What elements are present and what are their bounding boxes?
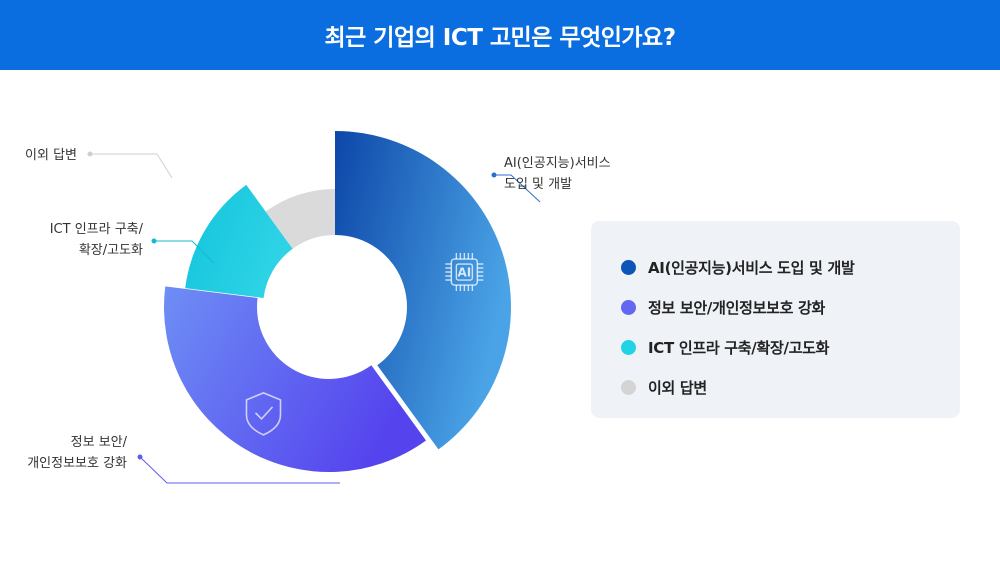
legend-label: AI(인공지능)서비스 도입 및 개발 [648,258,855,277]
legend-swatch [621,259,636,275]
callout-label: AI(인공지능)서비스 [504,156,611,171]
legend-swatch [621,299,636,315]
donut-slice-1 [335,131,511,450]
callout-label: 정보 보안/ [71,435,128,450]
legend-swatch [621,379,636,395]
callout-label: ICT 인프라 구축/ [50,222,144,237]
callout-label: 확장/고도화 [79,243,143,258]
header-banner: 최근 기업의 ICT 고민은 무엇인가요? [0,0,1000,70]
callout-label: 이외 답변 [25,148,77,163]
legend-label: 이외 답변 [648,378,707,397]
legend-item: 정보 보안/개인정보보호 강화 [621,287,960,327]
donut-slice-3 [185,184,293,298]
callout-3: ICT 인프라 구축/확장/고도화 [50,222,215,264]
leader-dot [137,454,143,460]
legend-label: ICT 인프라 구축/확장/고도화 [648,338,830,357]
callout-label: 도입 및 개발 [504,177,572,192]
callout-2: 정보 보안/개인정보보호 강화 [27,435,340,484]
legend-swatch [621,339,636,355]
leader-line [494,174,541,203]
leader-dot [87,151,93,157]
leader-line [90,153,173,179]
callout-4: 이외 답변 [25,148,173,179]
legend-item: AI(인공지능)서비스 도입 및 개발 [621,247,960,287]
ai-chip-label: AI [457,266,471,280]
legend-label: 정보 보안/개인정보보호 강화 [648,298,826,317]
page-title: 최근 기업의 ICT 고민은 무엇인가요? [324,25,676,51]
donut-slice-2 [164,286,426,472]
shield-check-icon [245,392,282,436]
leader-dot [491,172,497,178]
donut-slice-4 [265,189,335,249]
leader-dot [151,238,157,244]
legend-item: 이외 답변 [621,367,960,407]
callout-label: 개인정보보호 강화 [27,456,127,471]
leader-line [139,456,340,484]
legend-item: ICT 인프라 구축/확장/고도화 [621,327,960,367]
leader-line [154,240,215,264]
ai-chip-icon: AI [445,253,484,292]
